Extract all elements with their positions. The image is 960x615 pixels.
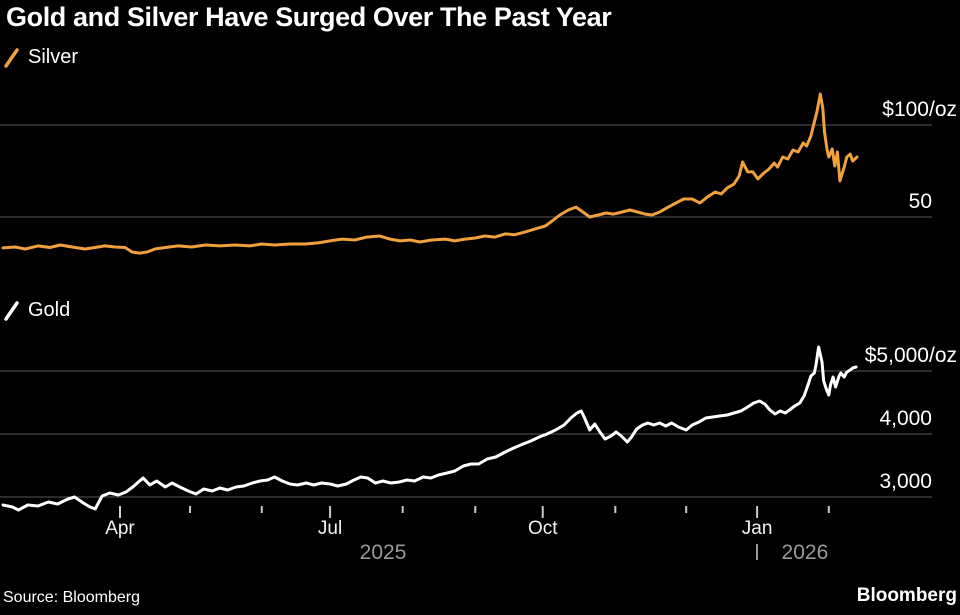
- legend-gold-label: Gold: [28, 299, 71, 321]
- silver-series-line: [1, 92, 859, 255]
- legend-silver: Silver: [3, 46, 78, 69]
- year-divider: [756, 544, 759, 560]
- source-credit: Source: Bloomberg: [3, 589, 140, 606]
- gold-series-line: [1, 345, 858, 512]
- year-label: 2025: [359, 541, 407, 564]
- gold-chart: [0, 345, 932, 518]
- bloomberg-logo: Bloomberg: [856, 585, 957, 606]
- year-label: 2026: [781, 541, 829, 564]
- legend-gold: Gold: [3, 299, 70, 322]
- silver-chart: [0, 92, 932, 255]
- gold-legend-icon: [3, 300, 20, 322]
- page-title: Gold and Silver Have Surged Over The Pas…: [6, 2, 612, 32]
- legend-silver-label: Silver: [28, 46, 79, 68]
- silver-legend-icon: [3, 47, 20, 69]
